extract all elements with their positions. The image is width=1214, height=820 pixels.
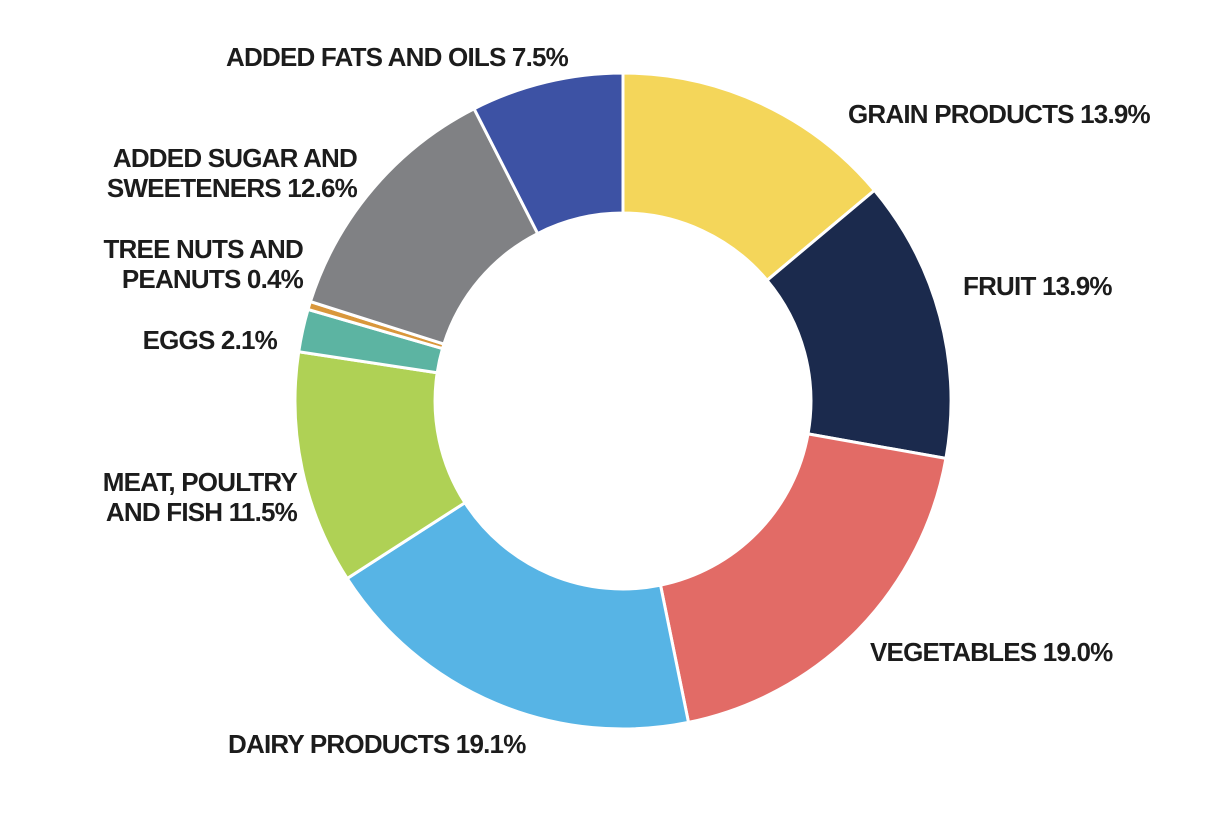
slice-label-dairy-products: DAIRY PRODUCTS 19.1%: [228, 729, 526, 759]
slice-label-line: ADDED FATS AND OILS 7.5%: [226, 42, 569, 72]
slice-label-fruit: FRUIT 13.9%: [963, 271, 1112, 301]
slice-label-line: GRAIN PRODUCTS 13.9%: [848, 99, 1151, 129]
slice-label-vegetables: VEGETABLES 19.0%: [870, 637, 1113, 667]
slice-label-line: VEGETABLES 19.0%: [870, 637, 1113, 667]
slice-label-line: MEAT, POULTRY: [102, 467, 298, 497]
slice-label-line: TREE NUTS AND: [103, 234, 303, 264]
slice-label-line: PEANUTS 0.4%: [121, 264, 304, 294]
pie-slice-vegetables: [658, 432, 948, 725]
slice-label-line: AND FISH 11.5%: [105, 497, 298, 527]
slice-label-line: FRUIT 13.9%: [963, 271, 1112, 301]
slice-label-added-sugar-and-sweeteners: ADDED SUGAR AND SWEETENERS 12.6%: [106, 143, 358, 203]
pie-slice-added-fats-and-oils: [472, 71, 625, 236]
slice-label-line: EGGS 2.1%: [142, 325, 278, 355]
slice-label-line: ADDED SUGAR AND: [112, 143, 358, 173]
slice-label-meat-poultry-and-fish: MEAT, POULTRY AND FISH 11.5%: [102, 467, 298, 527]
slice-label-eggs: EGGS 2.1%: [142, 325, 278, 355]
slice-label-tree-nuts-and-peanuts: TREE NUTS AND PEANUTS 0.4%: [103, 234, 303, 294]
slice-label-line: SWEETENERS 12.6%: [106, 173, 358, 203]
slice-label-line: DAIRY PRODUCTS 19.1%: [228, 729, 526, 759]
pie-slice-dairy-products: [345, 500, 691, 731]
slice-label-grain-products: GRAIN PRODUCTS 13.9%: [848, 99, 1151, 129]
slice-label-added-fats-and-oils: ADDED FATS AND OILS 7.5%: [187, 42, 607, 72]
